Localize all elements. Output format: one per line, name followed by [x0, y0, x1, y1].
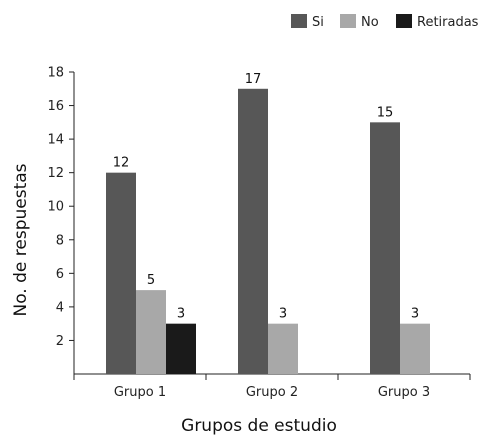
y-tick-label: 2	[56, 334, 64, 349]
bar-si	[238, 88, 268, 375]
data-label: 3	[411, 307, 419, 322]
y-tick-label: 8	[56, 233, 64, 248]
data-label: 3	[177, 307, 185, 322]
data-label: 15	[377, 105, 394, 120]
legend: Si No Retiradas	[291, 14, 479, 30]
legend-label-si: Si	[312, 15, 324, 30]
y-tick-label: 16	[47, 99, 64, 114]
x-tick-label: Grupo 1	[114, 385, 166, 400]
legend-label-no: No	[361, 15, 379, 30]
y-tick-label: 12	[47, 166, 64, 181]
data-label: 5	[147, 273, 155, 288]
bar-si	[370, 122, 400, 374]
data-label: 17	[245, 72, 262, 87]
x-tick-label: Grupo 2	[246, 385, 298, 400]
bar-no	[268, 323, 298, 374]
y-tick-label: 14	[47, 133, 64, 148]
data-label: 3	[279, 307, 287, 322]
y-tick-label: 10	[47, 200, 64, 215]
bar-no	[136, 290, 166, 374]
legend-swatch-si	[291, 14, 307, 28]
x-axis-title: Grupos de estudio	[181, 416, 337, 436]
legend-swatch-retiradas	[396, 14, 412, 28]
axes: 2 4 6 8 10 12 14 16 18 Grupo 1 Grupo 2 Grupo 3	[47, 66, 471, 400]
bar-retiradas	[166, 323, 196, 374]
data-labels: 12 5 3 17 3 15 3	[113, 72, 419, 322]
y-axis-title: No. de respuestas	[11, 163, 31, 316]
bar-no	[400, 323, 430, 374]
y-tick-label: 18	[47, 66, 64, 81]
legend-label-retiradas: Retiradas	[417, 15, 479, 30]
y-tick-label: 6	[56, 267, 64, 282]
x-tick-label: Grupo 3	[378, 385, 430, 400]
bar-si	[106, 172, 136, 374]
y-tick-label: 4	[56, 300, 64, 315]
data-label: 12	[113, 156, 130, 171]
legend-swatch-no	[340, 14, 356, 28]
bars	[106, 88, 430, 375]
